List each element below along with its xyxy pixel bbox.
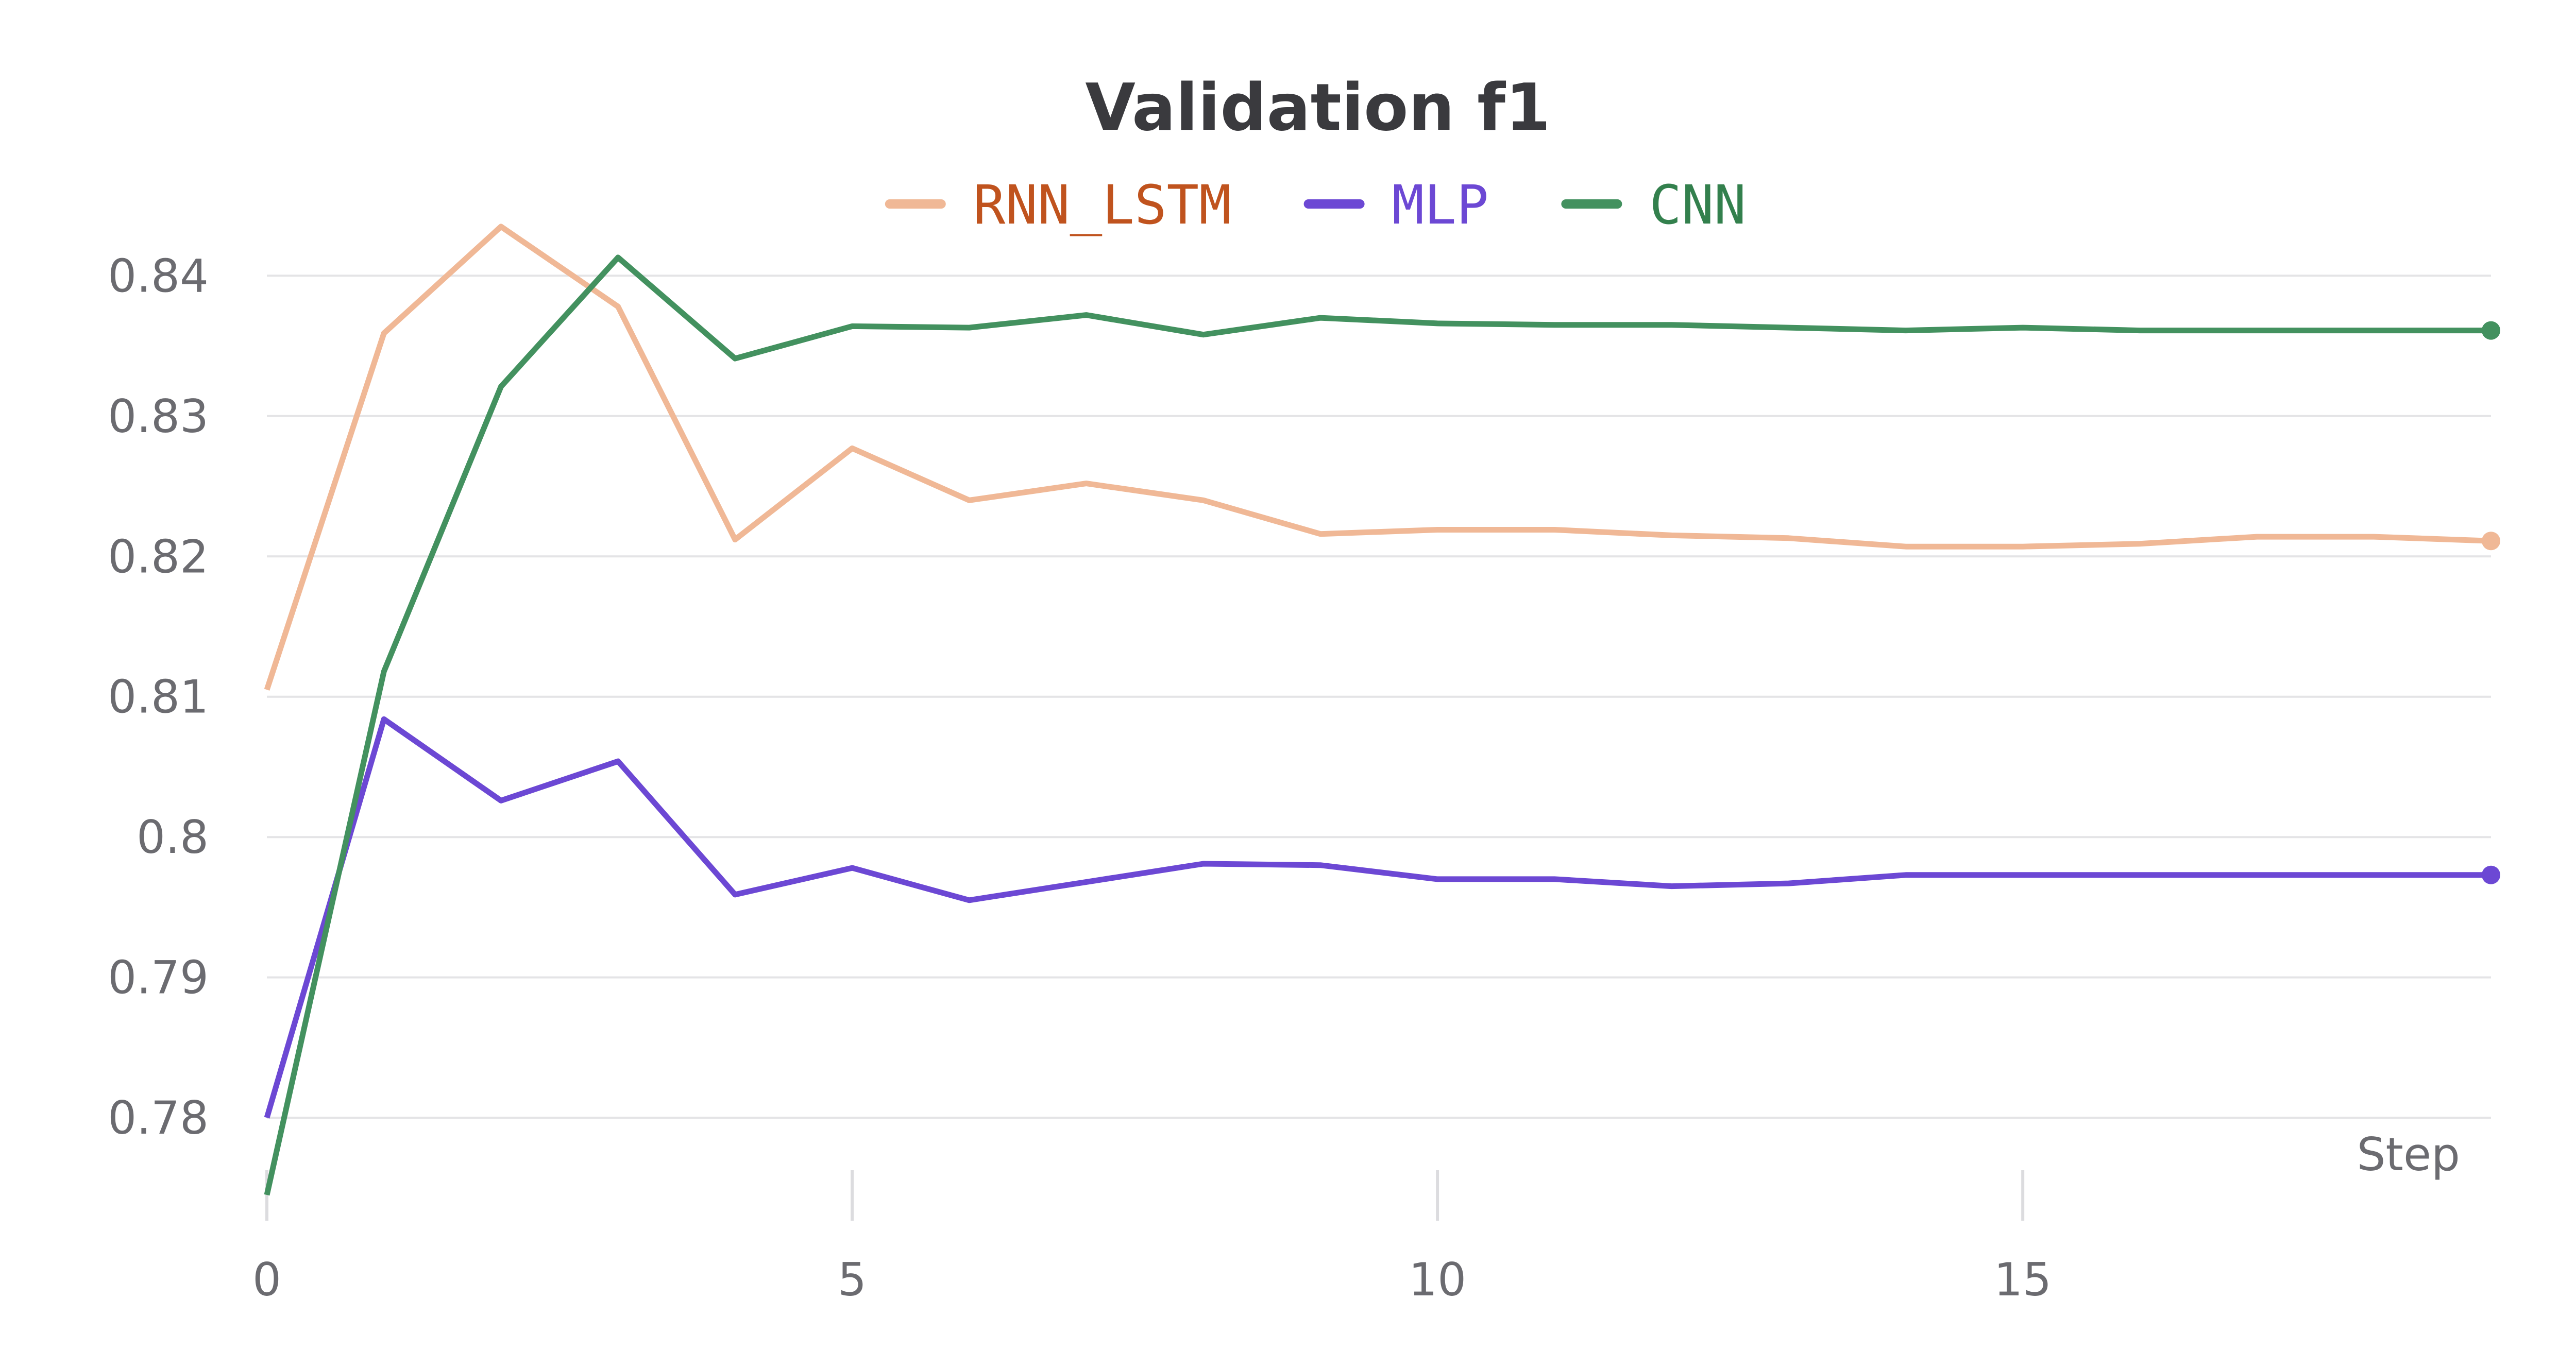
y-tick-label-0: 0.78 — [108, 1091, 209, 1144]
y-tick-label-6: 0.84 — [108, 249, 209, 302]
gridlines — [267, 275, 2491, 1119]
series-end-point-mlp — [2482, 865, 2500, 884]
x-tick-label-1: 5 — [838, 1253, 867, 1306]
y-tick-label-4: 0.82 — [108, 530, 209, 583]
y-tick-label-5: 0.83 — [108, 390, 209, 443]
x-axis-label: Step — [2357, 1128, 2460, 1181]
series-lines — [264, 224, 2500, 1196]
series-line-rnn-lstm — [264, 224, 2492, 691]
x-tick-label-0: 0 — [252, 1253, 281, 1306]
y-tick-label-2: 0.8 — [137, 811, 209, 864]
series-line-cnn — [264, 254, 2491, 1196]
legend: RNN_LSTM MLP CNN — [885, 174, 1746, 236]
y-tick-label-3: 0.81 — [108, 671, 209, 724]
x-tick-label-3: 15 — [1994, 1253, 2052, 1306]
legend-label-rnn-lstm: RNN_LSTM — [973, 174, 1231, 236]
series-line-mlp — [264, 716, 2491, 1119]
y-tick-label-1: 0.79 — [108, 951, 209, 1004]
legend-label-mlp: MLP — [1392, 174, 1489, 236]
legend-label-cnn: CNN — [1649, 174, 1746, 236]
x-tick-label-2: 10 — [1409, 1253, 1466, 1306]
x-axis-ticks: 0 5 10 15 — [252, 1170, 2052, 1306]
y-axis-labels: 0.78 0.79 0.8 0.81 0.82 0.83 0.84 — [108, 249, 209, 1144]
chart-title: Validation f1 — [1085, 70, 1550, 145]
series-end-point-rnn-lstm — [2482, 532, 2500, 551]
series-end-point-cnn — [2482, 321, 2500, 340]
